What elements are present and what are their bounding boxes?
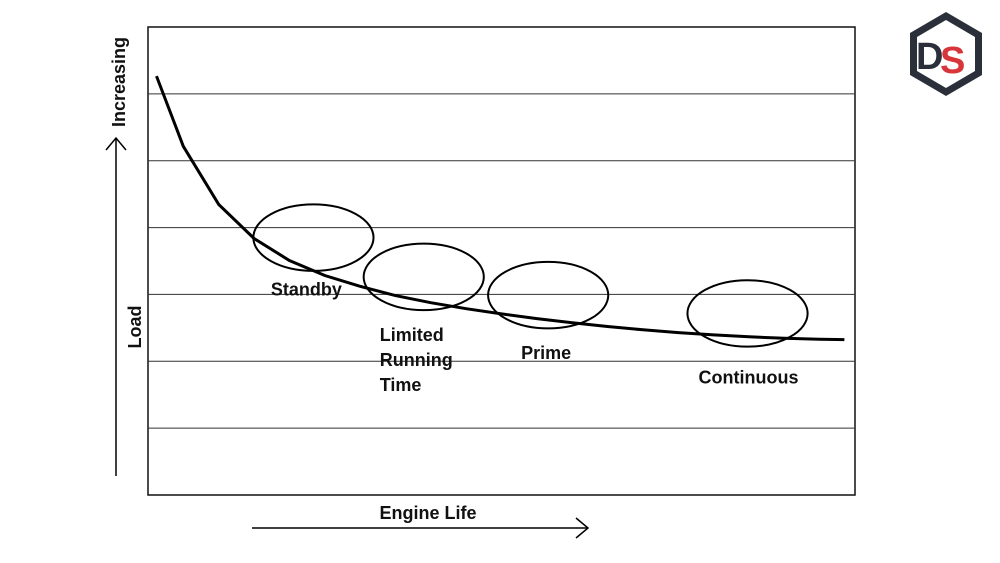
region-label-line: Running <box>380 350 453 370</box>
region-ellipse <box>487 260 610 330</box>
y-axis-arrow-head <box>105 136 127 151</box>
logo-letter-s: S <box>940 40 965 82</box>
region-ellipse <box>362 242 485 312</box>
operating-regions: Standby Limited Running Time Prime Continuous <box>252 203 809 395</box>
x-axis-label: Engine Life <box>379 503 476 523</box>
y-axis-label: Load <box>125 306 145 349</box>
region-label-line: Continuous <box>699 367 799 387</box>
grid-lines <box>148 93 855 429</box>
region-label-line: Limited <box>380 325 444 345</box>
region-label-line: Standby <box>271 280 342 300</box>
plot-frame <box>147 26 856 496</box>
region-label-line: Prime <box>521 343 571 363</box>
region-label: Standby <box>271 280 342 300</box>
region-ellipse <box>252 203 375 272</box>
region-label-line: Time <box>380 375 422 395</box>
logo-letter-d: D <box>916 36 943 78</box>
region-label: Limited Running Time <box>380 325 453 395</box>
logo-hexagon-inner <box>917 20 975 88</box>
region-label: Prime <box>521 343 571 363</box>
ds-logo: D S <box>910 12 982 96</box>
x-axis-arrow-head <box>575 517 590 539</box>
region-label: Continuous <box>699 367 799 387</box>
load-curve <box>155 75 845 342</box>
y-axis-arrow-label: Increasing <box>109 37 129 127</box>
region-ellipse <box>686 279 809 348</box>
